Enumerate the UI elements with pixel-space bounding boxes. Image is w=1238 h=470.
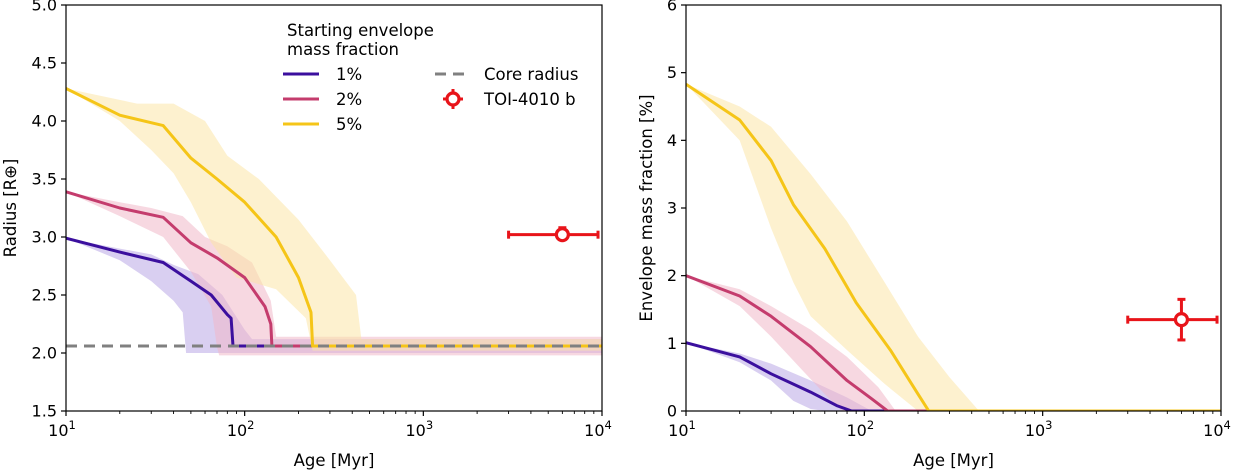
x-axis-label: Age [Myr]: [913, 451, 994, 470]
axes-frame: [65, 4, 603, 412]
y-tick-label: 5.0: [32, 0, 57, 15]
series-line-1pct: [66, 236, 602, 348]
series-line-5pct: [686, 82, 1221, 411]
plot-area: [66, 87, 602, 356]
legend-title-line1: Starting envelope: [287, 21, 434, 40]
x-tick-label: 104: [584, 418, 612, 440]
radius-panel: 1.5 2.0 2.5 3.0 3.5 4.0 4.5 5.0 101 102 103 104 Age …: [1, 0, 612, 470]
series-line-2pct: [686, 274, 1221, 411]
y-tick-label: 0: [667, 402, 677, 421]
x-tick-label: 102: [846, 418, 874, 440]
legend-label-1pct: 1%: [336, 65, 362, 84]
x-tick-exponent: 3: [426, 418, 433, 432]
x-tick-exponent: 3: [1045, 418, 1052, 432]
series-line-1pct: [686, 341, 1221, 411]
y-tick-label: 2.0: [32, 344, 57, 363]
y-tick-label: 1.5: [32, 402, 57, 421]
x-tick-exponent: 2: [867, 418, 874, 432]
plot-area: [686, 82, 1221, 411]
y-tick-label: 4.0: [32, 112, 57, 131]
datapoint-marker: [1173, 312, 1190, 328]
x-tick-label: 101: [48, 418, 76, 440]
band-1pct: [66, 238, 602, 353]
legend-title-line2: mass fraction: [287, 40, 399, 59]
y-axis-label: Radius [R⊕]: [1, 159, 20, 258]
y-tick-label: 4: [667, 131, 677, 150]
y-tick-label: 2: [667, 266, 677, 285]
band-5pct: [686, 84, 1221, 411]
band-1pct: [686, 342, 1221, 411]
x-tick-label: 103: [1025, 418, 1053, 440]
band-2pct: [66, 191, 602, 356]
y-tick-label: 3.5: [32, 170, 57, 189]
series-line-2pct: [66, 190, 602, 348]
legend-label-5pct: 5%: [336, 115, 362, 134]
x-tick-label: 103: [405, 418, 433, 440]
legend-label-core-radius: Core radius: [484, 65, 578, 84]
series-line-5pct: [66, 87, 602, 348]
x-tick-exponent: 1: [69, 418, 76, 432]
y-tick-label: 1: [667, 334, 677, 353]
y-tick-label: 2.5: [32, 286, 57, 305]
x-tick-label: 104: [1203, 418, 1231, 440]
y-axis-label: Envelope mass fraction [%]: [637, 94, 656, 321]
legend-label-2pct: 2%: [336, 90, 362, 109]
x-tick-label: 102: [227, 418, 255, 440]
datapoint-marker: [554, 227, 570, 243]
y-tick-label: 5: [667, 63, 677, 82]
y-tick-label: 3.0: [32, 228, 57, 247]
y-tick-label: 4.5: [32, 54, 57, 73]
y-tick-label: 3: [667, 199, 677, 218]
x-tick-exponent: 4: [1224, 418, 1231, 432]
band-2pct: [686, 275, 1221, 411]
x-tick-exponent: 4: [605, 418, 612, 432]
x-tick-exponent: 1: [689, 418, 696, 432]
legend-label-toi: TOI-4010 b: [483, 90, 576, 109]
datapoint-toi-4010b: [507, 226, 600, 243]
y-tick-label: 6: [667, 0, 677, 15]
x-tick-label: 101: [668, 418, 696, 440]
x-axis-label: Age [Myr]: [294, 451, 375, 470]
band-5pct: [66, 88, 602, 351]
datapoint-toi-4010b: [1126, 297, 1219, 342]
x-tick-exponent: 2: [247, 418, 254, 432]
legend-marker-toi: [445, 91, 461, 107]
